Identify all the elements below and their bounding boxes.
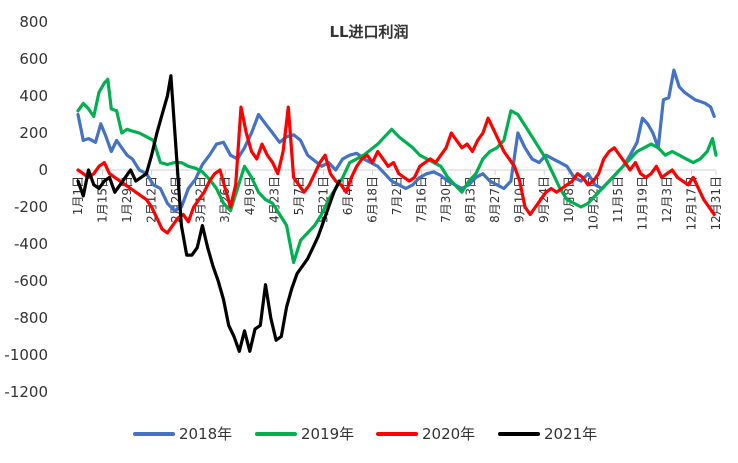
x-tick-label: 11月5日 xyxy=(611,176,625,223)
y-tick-label: -200 xyxy=(14,198,48,216)
y-axis: 800 600 400 200 0 -200 -400 -600 -800 -1000 -1200 xyxy=(4,13,48,401)
x-tick-label: 6月18日 xyxy=(365,176,379,223)
x-tick-label: 8月27日 xyxy=(488,176,502,223)
x-tick-label: 12月31日 xyxy=(709,176,723,231)
x-tick-label: 6月4日 xyxy=(341,176,355,215)
series-group xyxy=(76,68,718,353)
chart-title: LL进口利润 xyxy=(329,23,408,41)
y-tick-label: -400 xyxy=(14,235,48,253)
x-tick-label: 5月7日 xyxy=(292,176,306,215)
x-tick-label: 10月22日 xyxy=(586,176,600,231)
legend-label: 2018年 xyxy=(179,425,232,443)
x-tick-label: 8月13日 xyxy=(464,176,478,223)
y-tick-label: 200 xyxy=(19,124,48,142)
series-line-2021年 xyxy=(76,74,341,353)
y-tick-label: -1000 xyxy=(4,346,48,364)
y-tick-label: -800 xyxy=(14,309,48,327)
x-tick-label: 4月9日 xyxy=(243,176,257,215)
x-tick-label: 7月30日 xyxy=(439,176,453,223)
y-tick-label: -1200 xyxy=(4,383,48,401)
y-tick-label: -600 xyxy=(14,272,48,290)
series-line-2019年 xyxy=(76,77,718,265)
y-tick-label: 400 xyxy=(19,87,48,105)
x-tick-label: 9月24日 xyxy=(537,176,551,223)
legend-label: 2019年 xyxy=(301,425,354,443)
x-tick-label: 3月26日 xyxy=(218,176,232,223)
series-line-2018年 xyxy=(76,68,716,213)
legend: 2018年 2019年 2020年 2021年 xyxy=(133,425,597,443)
y-tick-label: 0 xyxy=(38,161,48,179)
series-line-2020年 xyxy=(76,105,716,235)
legend-label: 2020年 xyxy=(422,425,475,443)
x-tick-label: 9月10日 xyxy=(513,176,527,223)
y-tick-label: 600 xyxy=(19,50,48,68)
x-tick-label: 12月17日 xyxy=(684,176,698,231)
x-tick-label: 11月19日 xyxy=(635,176,649,231)
x-tick-label: 1月1日 xyxy=(71,176,85,215)
y-tick-label: 800 xyxy=(19,13,48,31)
x-tick-label: 12月3日 xyxy=(660,176,674,223)
x-axis: 1月1日 1月15日 1月29日 2月12日 2月26日 3月12日 3月26日 4月9日 4月… xyxy=(71,170,723,231)
legend-label: 2021年 xyxy=(544,425,597,443)
x-tick-label: 7月16日 xyxy=(415,176,429,223)
